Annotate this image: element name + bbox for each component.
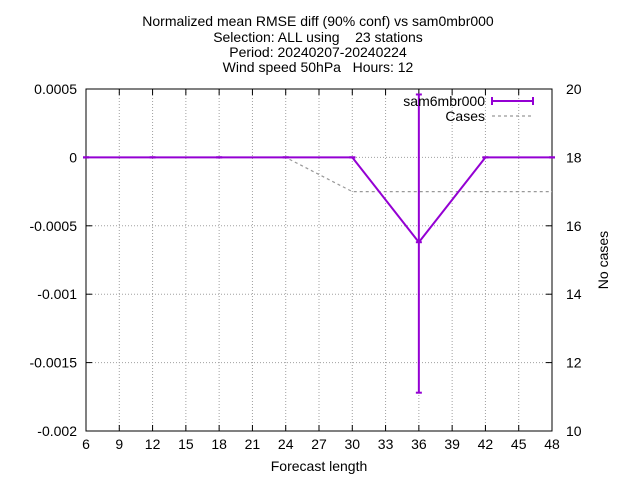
- grid: [86, 89, 552, 431]
- x-tick-label: 48: [544, 436, 560, 452]
- legend: sam6mbr000 Cases: [403, 93, 534, 124]
- y2-tick-labels: 20 18 16 14 12 10: [566, 81, 582, 439]
- legend-label-cases: Cases: [445, 108, 485, 124]
- y-tick-labels: 0.0005 0 -0.0005 -0.001 -0.0015 -0.002: [30, 81, 78, 439]
- x-tick-label: 33: [378, 436, 394, 452]
- x-tick-label: 9: [115, 436, 123, 452]
- x-tick-label: 21: [245, 436, 261, 452]
- y2-tick-label: 20: [566, 81, 582, 97]
- y2-tick-label: 10: [566, 423, 582, 439]
- x-tick-label: 18: [211, 436, 227, 452]
- y2-tick-label: 18: [566, 149, 582, 165]
- x-tick-label: 39: [444, 436, 460, 452]
- y2-axis-label: No cases: [595, 231, 611, 289]
- x-axis-label: Forecast length: [271, 458, 368, 474]
- x-tick-label: 45: [511, 436, 527, 452]
- y2-tick-label: 14: [566, 286, 582, 302]
- x-tick-label: 6: [82, 436, 90, 452]
- x-tick-label: 30: [344, 436, 360, 452]
- x-tick-label: 15: [178, 436, 194, 452]
- y-tick-label: 0.0005: [34, 81, 77, 97]
- y-tick-label: -0.002: [37, 423, 77, 439]
- y-tick-label: -0.0005: [30, 218, 78, 234]
- title-line-3: Period: 20240207-20240224: [229, 44, 407, 60]
- y-tick-label: 0: [69, 149, 77, 165]
- legend-label-sam6mbr000: sam6mbr000: [403, 93, 485, 109]
- sam6mbr000-line: [86, 156, 552, 244]
- x-tick-labels: 6 9 12 15 18 21 24 27 30 33 36 39 42 45 48: [82, 436, 560, 452]
- series-layer: [83, 93, 555, 394]
- cases-line: [86, 156, 552, 193]
- x-tick-label: 12: [145, 436, 161, 452]
- y-tick-label: -0.001: [37, 286, 77, 302]
- y-tick-label: -0.0015: [30, 355, 78, 371]
- y2-tick-label: 12: [566, 355, 582, 371]
- y2-tick-label: 16: [566, 218, 582, 234]
- ticks: [85, 88, 553, 432]
- x-tick-label: 42: [478, 436, 494, 452]
- title-line-1: Normalized mean RMSE diff (90% conf) vs …: [142, 13, 494, 29]
- title-line-2: Selection: ALL using 23 stations: [213, 29, 423, 45]
- x-tick-label: 27: [311, 436, 327, 452]
- chart-title: Normalized mean RMSE diff (90% conf) vs …: [142, 13, 494, 75]
- x-tick-label: 24: [278, 436, 294, 452]
- x-tick-label: 36: [411, 436, 427, 452]
- title-line-4: Wind speed 50hPa Hours: 12: [223, 59, 414, 75]
